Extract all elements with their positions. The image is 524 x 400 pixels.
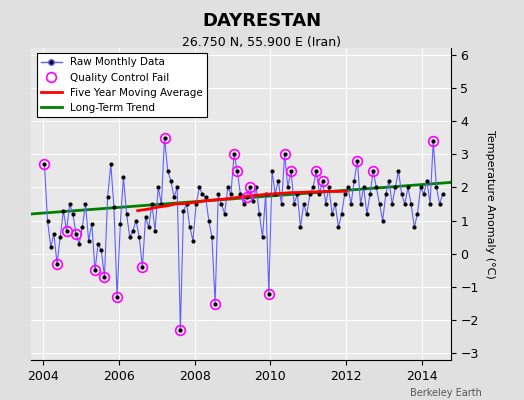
- Text: DAYRESTAN: DAYRESTAN: [202, 12, 322, 30]
- Y-axis label: Temperature Anomaly (°C): Temperature Anomaly (°C): [485, 130, 495, 278]
- Text: 26.750 N, 55.900 E (Iran): 26.750 N, 55.900 E (Iran): [182, 36, 342, 49]
- Text: Berkeley Earth: Berkeley Earth: [410, 388, 482, 398]
- Legend: Raw Monthly Data, Quality Control Fail, Five Year Moving Average, Long-Term Tren: Raw Monthly Data, Quality Control Fail, …: [37, 53, 207, 117]
